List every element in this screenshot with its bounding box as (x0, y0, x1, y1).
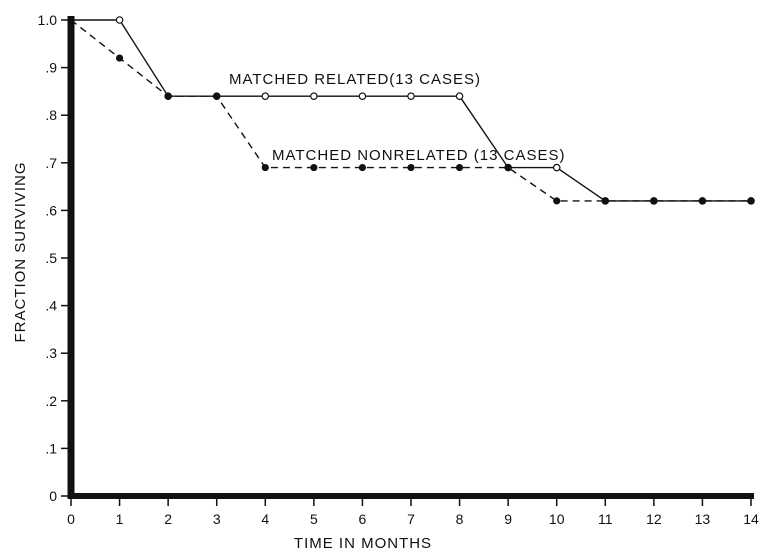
x-tick-label: 11 (598, 511, 613, 527)
series-line (70, 19, 751, 202)
y-tick-label: .5 (45, 250, 57, 266)
series-matched-related (67, 16, 755, 205)
data-point (455, 92, 464, 100)
data-point (358, 92, 367, 100)
data-point (358, 163, 367, 172)
x-tick-label: 4 (261, 511, 269, 527)
data-point (310, 92, 318, 100)
data-point (455, 163, 464, 172)
x-axis-title: TIME IN MONTHS (294, 535, 432, 551)
data-point (601, 197, 609, 205)
tick-labels: 0.1.2.3.4.5.6.7.8.91.00 1 2 3 4 5 6 7 8 9 10 11 12 13… (38, 12, 759, 527)
data-point (504, 163, 512, 172)
data-point (164, 92, 172, 100)
data-point (553, 197, 561, 205)
x-tick-label: 3 (213, 511, 221, 527)
y-tick-label: .9 (45, 60, 57, 76)
y-tick-label: .7 (45, 155, 57, 171)
x-tick-label: 7 (407, 511, 415, 527)
data-point (552, 163, 561, 172)
y-tick-label: .6 (45, 202, 57, 218)
series-label-matched-related: MATCHED RELATED(13 CASES) (229, 71, 481, 88)
x-tick-label: 6 (359, 511, 367, 527)
data-point (67, 16, 75, 24)
y-axis-title: FRACTION SURVIVING (12, 161, 29, 342)
x-tick-label: 10 (549, 511, 565, 527)
axes (61, 16, 754, 506)
data-point (407, 163, 415, 172)
series-lines (67, 16, 755, 205)
y-tick-label: 0 (49, 488, 57, 504)
y-tick-label: .4 (45, 298, 57, 314)
x-tick-label: 5 (310, 511, 318, 527)
y-tick-label: 1.0 (38, 12, 58, 28)
y-tick-label: .8 (45, 107, 57, 123)
x-tick-label: 1 (116, 511, 124, 527)
data-point (115, 16, 124, 24)
series-label-matched-nonrelated: MATCHED NONRELATED (13 CASES) (272, 147, 566, 164)
data-point (698, 197, 707, 205)
series-matched-nonrelated (67, 16, 755, 205)
x-tick-label: 12 (646, 511, 662, 527)
data-point (747, 197, 755, 205)
data-point (407, 92, 415, 100)
x-tick-label: 8 (456, 511, 464, 527)
data-point (650, 197, 658, 205)
x-tick-label: 13 (695, 511, 711, 527)
data-point (261, 163, 269, 172)
data-point (261, 92, 270, 100)
data-point (213, 92, 221, 100)
x-tick-label: 14 (743, 511, 759, 527)
y-tick-label: .3 (45, 345, 57, 361)
x-tick-label: 0 (67, 511, 75, 527)
data-point (115, 54, 124, 62)
series-line (71, 19, 751, 202)
data-point (310, 163, 318, 172)
y-tick-label: .2 (45, 393, 57, 409)
x-tick-label: 9 (504, 511, 512, 527)
y-tick-label: .1 (45, 440, 57, 456)
series-labels: MATCHED RELATED(13 CASES) MATCHED NONREL… (229, 71, 566, 164)
x-tick-label: 2 (164, 511, 172, 527)
